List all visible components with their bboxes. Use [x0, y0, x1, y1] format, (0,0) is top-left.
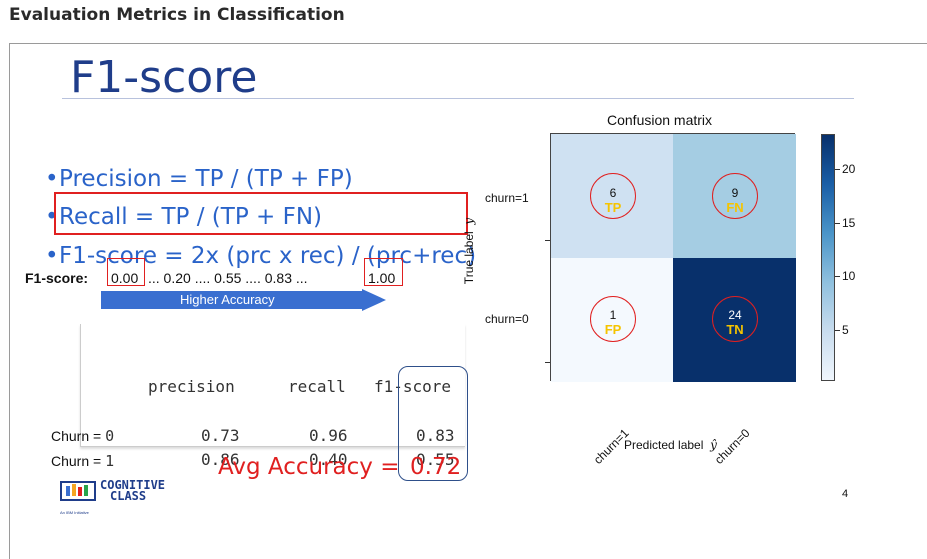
bullet-symbol: • [45, 243, 59, 269]
cell-tag: FP [604, 322, 622, 337]
slide-page-number: 4 [842, 488, 849, 500]
report-row-label-text: Churn = [51, 453, 106, 469]
colorbar-label-15: 15 [842, 216, 856, 230]
report-row-label: Churn = 0 [51, 427, 114, 445]
cell-value: 9 [731, 186, 739, 200]
report-cell-precision: 0.86 [201, 450, 240, 469]
report-header-f1: f1-score [374, 377, 452, 396]
cm-colorbar [821, 134, 835, 381]
f1-formula-highlight [54, 192, 468, 235]
cm-xlabel-symbol: ŷ [710, 438, 717, 452]
report-cell-recall: 0.96 [309, 426, 348, 445]
report-cell-f1: 0.55 [416, 450, 455, 469]
scale-max-value: 1.00 [368, 270, 396, 286]
colorbar-tick [835, 330, 840, 331]
cm-cell-fp: 1 FP [551, 258, 673, 382]
cell-tag: TN [726, 322, 744, 337]
scale-min-box [107, 258, 145, 286]
classification-report [80, 324, 465, 447]
accuracy-arrow-head [362, 289, 386, 311]
cell-tag: FN [726, 200, 744, 215]
cm-ytick-churn0: churn=0 [485, 312, 529, 326]
report-cell-precision: 0.73 [201, 426, 240, 445]
scale-min-value: 0.00 [111, 270, 139, 286]
page-title: Evaluation Metrics in Classification [9, 5, 345, 25]
cm-cell-tn: 24 TN [673, 258, 796, 382]
scale-max-box [364, 258, 403, 286]
cm-ytick-churn1: churn=1 [485, 191, 529, 205]
cm-cell-fn: 9 FN [673, 134, 796, 258]
report-row-class: 1 [105, 452, 115, 470]
bullet-f1: •F1-score = 2x (prc x rec) / (prc+rec) [45, 243, 476, 269]
colorbar-label-20: 20 [842, 162, 856, 176]
report-row-label-text: Churn = [51, 428, 106, 444]
colorbar-label-5: 5 [842, 323, 849, 337]
report-header-precision: precision [148, 377, 235, 396]
cm-ytick-mark [545, 362, 550, 363]
cm-xlabel-text: Predicted label [624, 438, 704, 452]
cell-circle [590, 173, 636, 219]
cell-value: 6 [609, 186, 617, 200]
logo-icon [60, 481, 96, 501]
logo-line1: COGNITIVE [100, 478, 166, 492]
cm-cell-tp: 6 TP [551, 134, 673, 258]
colorbar-tick [835, 223, 840, 224]
cell-value: 1 [609, 308, 617, 322]
cell-circle [590, 296, 636, 342]
f1-scale-colon: : [83, 270, 89, 286]
cm-grid: 6 TP 9 FN 1 FP 24 TN [550, 133, 796, 382]
avg-accuracy-value: 0.72 [410, 454, 462, 480]
logo-line2: CLASS [110, 489, 147, 503]
colorbar-tick [835, 276, 840, 277]
report-row-label: Churn = 1 [51, 452, 114, 470]
cm-ylabel: True label y [462, 218, 476, 284]
cognitive-class-logo: COGNITIVE CLASS [60, 478, 165, 504]
report-row-class: 0 [105, 427, 115, 445]
report-header-recall: recall [288, 377, 346, 396]
cm-ylabel-text: True label [462, 231, 477, 285]
bullet-recall-text: Recall = TP / (TP + FN) [59, 204, 322, 230]
report-cell-recall: 0.40 [309, 450, 348, 469]
bullet-f1-text: F1-score = 2x (prc x rec) / (prc+rec) [59, 243, 477, 269]
cm-xlabel: Predicted label ŷ [624, 438, 717, 452]
cm-ylabel-symbol: y [462, 217, 477, 225]
scale-mid-values: ... 0.20 .... 0.55 .... 0.83 ... [148, 270, 308, 286]
cell-tag: TP [604, 200, 622, 215]
colorbar-label-10: 10 [842, 269, 856, 283]
avg-accuracy-label: Avg Accuracy = [218, 454, 400, 480]
accuracy-arrow-label: Higher Accuracy [180, 292, 275, 307]
bullet-precision-text: Precision = TP / (TP + FP) [59, 166, 353, 192]
report-cell-f1: 0.83 [416, 426, 455, 445]
f1-scale-label-text: F1-score [25, 270, 84, 286]
cell-circle [712, 296, 758, 342]
bullet-precision: •Precision = TP / (TP + FP) [45, 166, 353, 192]
f1-scale-label: F1-score: [25, 270, 88, 286]
cell-circle [712, 173, 758, 219]
cell-value: 24 [728, 308, 742, 322]
colorbar-tick [835, 169, 840, 170]
logo-subtitle: An IBM Initiative [60, 510, 89, 515]
heading-divider [62, 98, 854, 99]
slide-heading: F1-score [70, 52, 258, 103]
bullet-symbol: • [45, 166, 59, 192]
f1-column-highlight [398, 366, 468, 481]
cm-ytick-mark [545, 240, 550, 241]
cm-title: Confusion matrix [607, 112, 713, 128]
accuracy-arrow [101, 291, 363, 309]
